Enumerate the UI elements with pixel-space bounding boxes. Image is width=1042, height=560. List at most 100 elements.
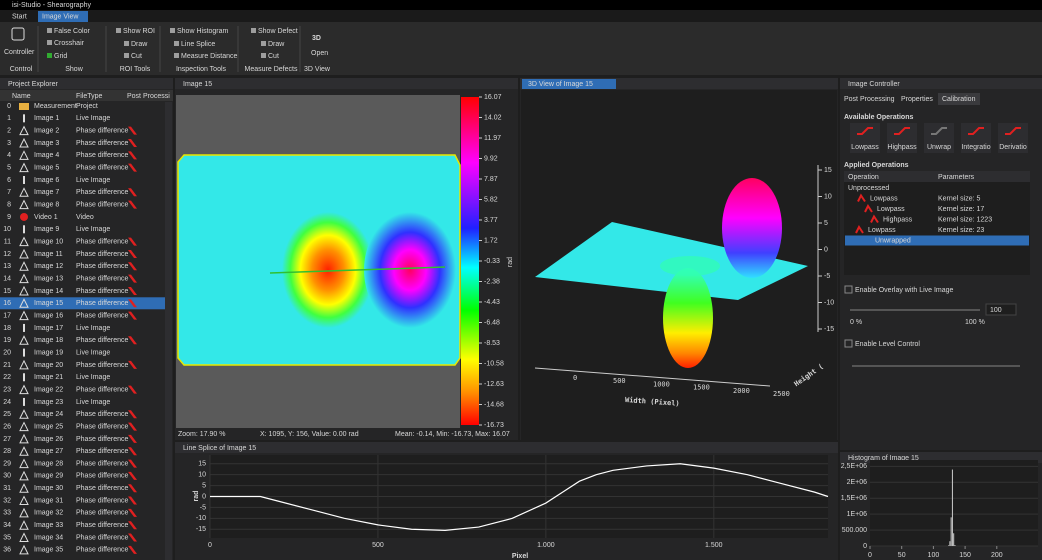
post-processing-icon [128, 151, 137, 160]
ribbon-item[interactable]: Draw [131, 41, 148, 48]
ribbon-item-icon [47, 53, 52, 58]
ribbon-group-label: Inspection Tools [176, 66, 227, 73]
ribbon-item[interactable]: Line Splice [181, 41, 215, 48]
ribbon-item[interactable]: Cut [131, 53, 142, 60]
row-type: Phase difference [76, 288, 129, 295]
ribbon-item-icon [261, 53, 266, 58]
controller-tab[interactable]: Properties [901, 96, 933, 103]
ribbon-item-icon [251, 28, 256, 33]
panel-title[interactable]: Image Controller [848, 81, 900, 88]
panel-title[interactable]: Project Explorer [8, 81, 58, 88]
ribbon-group-label: Control [10, 66, 33, 73]
y-tick-label: 2,5E+06 [841, 463, 867, 470]
colorbar-tick-label: 16.07 [484, 94, 502, 101]
icon-live [23, 114, 25, 123]
row-index: 34 [3, 522, 11, 529]
ribbon-tab[interactable]: Image View [42, 13, 79, 20]
applied-param: Kernel size: 1223 [938, 216, 992, 223]
operation-button[interactable] [850, 123, 880, 153]
positive-fringe [364, 212, 456, 328]
row-name: Image 20 [34, 362, 63, 369]
op-icon [855, 225, 864, 234]
ribbon-item-icon [261, 41, 266, 46]
icon-phase [19, 470, 29, 481]
x-axis-label: Pixel [512, 553, 528, 560]
checkbox[interactable] [844, 339, 853, 348]
z-tick-label-3d: 10 [824, 193, 832, 200]
panel-header [840, 452, 1042, 463]
operation-button[interactable] [961, 123, 991, 153]
row-index: 18 [3, 325, 11, 332]
post-processing-icon [128, 521, 137, 530]
panel-header [175, 442, 838, 453]
panel-title[interactable]: Line Splice of Image 15 [183, 445, 256, 452]
icon-live [23, 373, 25, 382]
ribbon-item[interactable]: Cut [268, 53, 279, 60]
x-tick-label: 150 [959, 552, 971, 559]
row-type: Phase difference [76, 275, 129, 282]
ribbon-group-label: Show [65, 66, 83, 73]
operation-icon [894, 127, 910, 135]
row-index: 23 [3, 386, 11, 393]
checkbox-label[interactable]: Enable Overlay with Live Image [855, 287, 954, 294]
ribbon-item[interactable]: 3D [312, 35, 321, 42]
operation-label: Highpass [887, 144, 917, 151]
ribbon-tab[interactable]: Start [12, 13, 27, 20]
row-type: Live Image [76, 177, 110, 184]
controller-tab[interactable]: Post Processing [844, 96, 895, 103]
row-type: Phase difference [76, 140, 129, 147]
row-type: Phase difference [76, 312, 129, 319]
ribbon-item[interactable]: Open [311, 50, 328, 57]
icon-phase [19, 421, 29, 432]
colorbar-tick-label: 5.82 [484, 196, 498, 203]
row-name: Image 21 [34, 374, 63, 381]
operation-icon [968, 127, 984, 135]
ribbon-item[interactable]: Show Histogram [177, 28, 229, 35]
row-name: Image 28 [34, 460, 63, 467]
icon-phase [19, 520, 29, 530]
icon-phase [19, 261, 29, 271]
row-type: Phase difference [76, 473, 129, 480]
op-icon [870, 214, 879, 224]
panel-header [175, 78, 518, 89]
post-processing-icon [128, 237, 137, 246]
ribbon-tab-active [38, 11, 88, 22]
panel-title[interactable]: Image 15 [183, 81, 212, 88]
panel-title[interactable]: Histogram of Image 15 [848, 455, 919, 462]
ribbon-item[interactable]: Crosshair [54, 40, 85, 47]
operation-button[interactable] [924, 123, 954, 153]
ribbon-item[interactable]: Measure Distance [181, 53, 238, 60]
ribbon-item[interactable]: Show ROI [123, 28, 155, 35]
row-type: Live Image [76, 115, 110, 122]
operation-button[interactable] [998, 123, 1028, 153]
ribbon-item[interactable]: Draw [268, 41, 285, 48]
x-tick-label: 100 [928, 552, 940, 559]
row-index: 31 [3, 485, 11, 492]
row-type: Phase difference [76, 201, 129, 208]
operation-button[interactable] [887, 123, 917, 153]
icon-phase [19, 310, 29, 321]
row-index: 15 [3, 288, 11, 295]
ribbon-item[interactable]: False Color [54, 28, 90, 35]
y-tick-label: 1,5E+06 [841, 495, 867, 502]
applied-op: Lowpass [870, 195, 898, 202]
ribbon-item-icon [170, 28, 175, 33]
operation-icon [857, 127, 873, 135]
colorbar-tick-label: 7.87 [484, 176, 498, 183]
colorbar-label: rad [507, 257, 514, 267]
scrollbar [165, 102, 172, 560]
operation-label: Derivatio [999, 144, 1027, 151]
checkbox-label[interactable]: Enable Level Control [855, 341, 920, 348]
applied-op: Highpass [883, 216, 913, 223]
ribbon-item-icon [47, 40, 52, 45]
panel-title[interactable]: 3D View of Image 15 [528, 81, 593, 88]
controller-tab[interactable]: Calibration [942, 96, 976, 103]
post-processing-icon [128, 274, 137, 283]
icon-video [20, 212, 28, 221]
checkbox[interactable] [844, 285, 853, 294]
ribbon-item[interactable]: Controller [4, 49, 35, 56]
ribbon-item[interactable]: Grid [54, 53, 67, 60]
row-name: Image 33 [34, 522, 63, 529]
ribbon-item[interactable]: Show Defect [258, 28, 298, 35]
